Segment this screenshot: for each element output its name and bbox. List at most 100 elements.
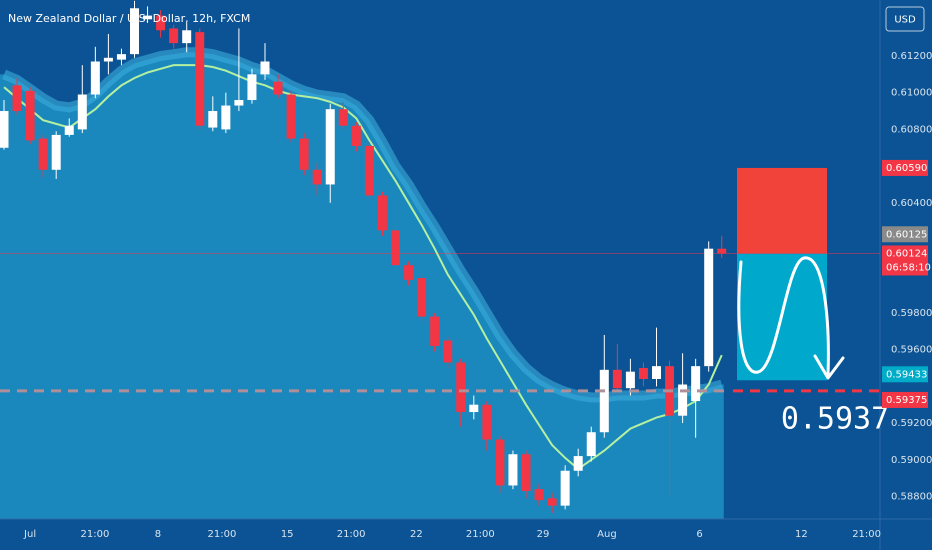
candle-body bbox=[208, 111, 218, 128]
candle-body bbox=[182, 30, 192, 44]
y-tick-label: 0.59600 bbox=[891, 345, 932, 356]
candle-body bbox=[156, 15, 166, 31]
candle-body bbox=[586, 432, 596, 457]
candle-body bbox=[169, 28, 179, 44]
candle-body bbox=[430, 316, 440, 346]
plot-area bbox=[0, 0, 880, 519]
y-tick-label: 0.61000 bbox=[891, 88, 932, 99]
candle-body bbox=[417, 278, 427, 317]
candle-body bbox=[312, 169, 322, 185]
candle-body bbox=[64, 125, 74, 135]
x-tick-label: 21:00 bbox=[81, 529, 110, 540]
x-tick-label: 21:00 bbox=[337, 529, 366, 540]
target-price-box bbox=[882, 366, 928, 383]
moving-average bbox=[3, 64, 723, 471]
price-annotation: 0.5937 bbox=[781, 401, 889, 436]
candle-body bbox=[12, 85, 22, 112]
x-tick-label: 6 bbox=[696, 529, 702, 540]
stop-zone bbox=[737, 167, 827, 254]
candle-body bbox=[234, 100, 244, 106]
stop-price-label: 0.60590 bbox=[886, 163, 927, 174]
candle-body bbox=[678, 384, 688, 416]
candle-body bbox=[25, 90, 35, 141]
candle-body bbox=[625, 371, 635, 389]
x-tick-label: 8 bbox=[155, 529, 161, 540]
y-tick-label: 0.59000 bbox=[891, 455, 932, 466]
candle-body bbox=[521, 454, 531, 491]
stop-price-box bbox=[882, 159, 928, 176]
candle-body bbox=[534, 489, 544, 501]
candle-body bbox=[351, 125, 361, 146]
high-price-box bbox=[882, 226, 928, 243]
candle-body bbox=[691, 366, 701, 402]
countdown-label: 06:58:10 bbox=[886, 262, 931, 273]
y-tick-label: 0.59200 bbox=[891, 418, 932, 429]
candle-body bbox=[260, 61, 270, 75]
y-tick-label: 0.59800 bbox=[891, 308, 932, 319]
x-tick-label: 12 bbox=[795, 529, 808, 540]
candle-body bbox=[103, 57, 113, 62]
candle-body bbox=[704, 248, 714, 367]
candle-body bbox=[273, 81, 283, 95]
y-tick-label: 0.61200 bbox=[891, 51, 932, 62]
candle-body bbox=[130, 8, 139, 55]
candle-body bbox=[391, 230, 400, 266]
candle-body bbox=[560, 470, 570, 506]
cloud-area bbox=[0, 52, 724, 519]
arrow-curve bbox=[737, 256, 830, 378]
candle-body bbox=[377, 195, 387, 231]
candle-body bbox=[547, 498, 557, 506]
x-tick-label: Aug bbox=[597, 529, 617, 540]
arrow-head bbox=[813, 354, 845, 380]
currency-button-label[interactable]: USD bbox=[894, 15, 916, 26]
currency-button[interactable] bbox=[885, 6, 925, 32]
candle-body bbox=[638, 367, 648, 380]
entry-price-label: 0.60124 bbox=[886, 248, 927, 259]
candle-body bbox=[612, 369, 622, 389]
high-price-label: 0.60125 bbox=[886, 229, 927, 240]
candle-body bbox=[247, 74, 257, 101]
y-tick-label: 0.60800 bbox=[891, 124, 932, 135]
candle-body bbox=[508, 454, 518, 486]
candle-body bbox=[90, 61, 100, 95]
y-tick-label: 0.58800 bbox=[891, 491, 932, 502]
candle-body bbox=[116, 54, 126, 60]
candle-body bbox=[599, 369, 609, 433]
candle-body bbox=[51, 134, 61, 170]
y-tick-label: 0.60400 bbox=[891, 198, 932, 209]
candle-body bbox=[443, 340, 453, 363]
chart-title: New Zealand Dollar / U.S. Dollar, 12h, F… bbox=[8, 12, 250, 25]
candle-body bbox=[495, 439, 505, 486]
price-line-label: 0.59375 bbox=[886, 395, 927, 406]
candle-body bbox=[717, 248, 727, 254]
candle-body bbox=[77, 94, 87, 130]
x-tick-label: Jul bbox=[23, 529, 36, 540]
candle-body bbox=[221, 105, 231, 130]
candle-body bbox=[482, 404, 492, 440]
candle-body bbox=[573, 456, 583, 471]
candle-body bbox=[143, 15, 153, 20]
price-line-box bbox=[882, 391, 928, 408]
entry-price-box bbox=[882, 245, 928, 276]
candle-body bbox=[404, 265, 414, 280]
candle-body bbox=[38, 138, 48, 170]
candle-body bbox=[364, 145, 374, 196]
candle-body bbox=[286, 94, 296, 139]
x-tick-label: 21:00 bbox=[466, 529, 495, 540]
target-price-label: 0.59433 bbox=[886, 369, 927, 380]
x-tick-label: 29 bbox=[537, 529, 550, 540]
candle-body bbox=[338, 109, 348, 126]
x-tick-label: 21:00 bbox=[208, 529, 237, 540]
x-tick-label: 15 bbox=[281, 529, 294, 540]
x-tick-label: 22 bbox=[410, 529, 423, 540]
x-tick-label: 21:00 bbox=[852, 529, 881, 540]
candle-body bbox=[195, 32, 205, 126]
candle-body bbox=[652, 366, 661, 380]
candle-body bbox=[0, 111, 9, 148]
candle-body bbox=[469, 404, 479, 413]
candle-body bbox=[325, 109, 335, 185]
candle-body bbox=[299, 138, 309, 170]
candle-body bbox=[456, 362, 466, 413]
